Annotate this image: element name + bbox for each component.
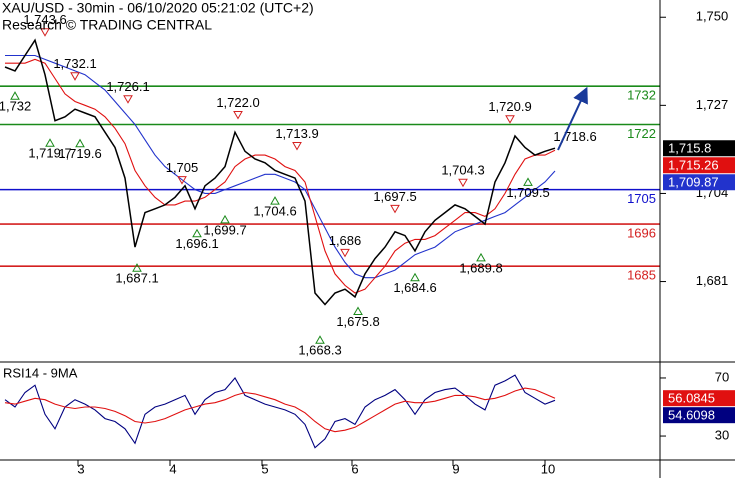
last-value-label: 1,715.26 xyxy=(668,158,719,173)
rsi-title: RSI14 - 9MA xyxy=(3,365,78,380)
high-marker xyxy=(123,95,133,104)
x-tick-label: 5 xyxy=(261,461,268,476)
last-value-label: 56.0845 xyxy=(668,391,715,406)
level-label: 1696 xyxy=(627,226,656,241)
annotation-label: 1,675.8 xyxy=(336,314,379,329)
last-value-label: 1,709.87 xyxy=(668,175,719,190)
high-marker xyxy=(70,72,80,81)
low-marker xyxy=(270,196,280,205)
level-label: 1722 xyxy=(627,126,656,141)
high-marker xyxy=(292,142,302,151)
high-marker xyxy=(233,110,243,120)
annotation-label: 1,732.1 xyxy=(53,56,96,71)
annotation-label: 1,713.9 xyxy=(275,126,318,141)
series-line xyxy=(4,38,556,306)
annotation-label: 1,687.1 xyxy=(115,271,158,286)
low-marker xyxy=(220,214,230,224)
projection-arrow xyxy=(557,86,588,151)
low-marker xyxy=(410,272,420,282)
chart-subtitle: Research © TRADING CENTRAL xyxy=(2,17,212,33)
x-tick-label: 6 xyxy=(351,461,358,476)
last-value-label: 1,715.8 xyxy=(668,141,711,156)
last-value-box xyxy=(663,390,735,407)
annotation-label: 1,726.1 xyxy=(106,79,149,94)
y-tick-label: 30 xyxy=(715,427,729,442)
annotation-label: 1,720.9 xyxy=(488,99,531,114)
annotation-label: 1,704.6 xyxy=(253,204,296,219)
last-value-box xyxy=(663,407,735,424)
annotation-label: 1,699.7 xyxy=(203,222,246,237)
last-value-label: 54.6098 xyxy=(668,408,715,423)
price-panel: 1732 1722 1705 1696 1685 1,743.6 1,732 1,732.1 1… xyxy=(0,12,660,358)
high-marker xyxy=(505,115,515,124)
last-value-box xyxy=(663,174,735,191)
series-line xyxy=(4,374,556,449)
low-marker xyxy=(192,228,202,238)
chart-title: XAU/USD - 30min - 06/10/2020 05:21:02 (U… xyxy=(2,0,314,16)
high-marker xyxy=(177,176,187,185)
high-marker xyxy=(340,248,350,258)
annotation-label: 1,668.3 xyxy=(298,343,341,358)
annotation-label: 1,704.3 xyxy=(441,163,484,178)
annotation-label: 1,696.1 xyxy=(175,236,218,251)
low-marker xyxy=(476,252,486,262)
annotation-label: 1,705 xyxy=(166,160,199,175)
annotation-label: 1,718.6 xyxy=(553,129,596,144)
last-value-box xyxy=(663,140,735,157)
level-label: 1732 xyxy=(627,88,656,103)
y-tick-label: 70 xyxy=(715,369,729,384)
series-line xyxy=(5,58,556,294)
low-marker xyxy=(45,138,55,147)
annotation-label: 1,719.6 xyxy=(58,146,101,161)
y-tick-label: 1,727 xyxy=(696,97,729,112)
annotation-label: 1,719.7 xyxy=(28,146,71,161)
level-label: 1705 xyxy=(627,191,656,206)
x-tick-label: 9 xyxy=(452,461,459,476)
annotation-label: 1,689.8 xyxy=(459,260,502,275)
x-tick-label: 3 xyxy=(77,461,84,476)
high-marker xyxy=(40,28,50,37)
low-marker xyxy=(353,306,363,315)
high-marker xyxy=(390,204,400,214)
annotation-label: 1,732 xyxy=(0,99,31,114)
level-label: 1685 xyxy=(627,268,656,283)
annotation-label: 1,743.6 xyxy=(23,12,66,27)
high-marker xyxy=(458,178,468,188)
annotation-label: 1,684.6 xyxy=(393,280,436,295)
annotation-label: 1,722.0 xyxy=(216,95,259,110)
rsi-panel xyxy=(4,374,556,449)
annotation-label: 1,709.5 xyxy=(506,185,549,200)
last-value-box xyxy=(663,157,735,174)
y-tick-label: 1,750 xyxy=(696,9,729,24)
series-line xyxy=(5,54,556,279)
x-tick-label: 10 xyxy=(541,461,555,476)
annotation-label: 1,697.5 xyxy=(373,189,416,204)
low-marker xyxy=(523,177,533,186)
low-marker xyxy=(315,335,325,344)
y-tick-label: 1,681 xyxy=(696,273,729,288)
low-marker xyxy=(75,138,85,148)
low-marker xyxy=(132,263,142,272)
series-line xyxy=(4,387,556,433)
low-marker xyxy=(10,91,20,100)
annotation-label: 1,686 xyxy=(329,233,362,248)
x-tick-label: 4 xyxy=(169,461,176,476)
